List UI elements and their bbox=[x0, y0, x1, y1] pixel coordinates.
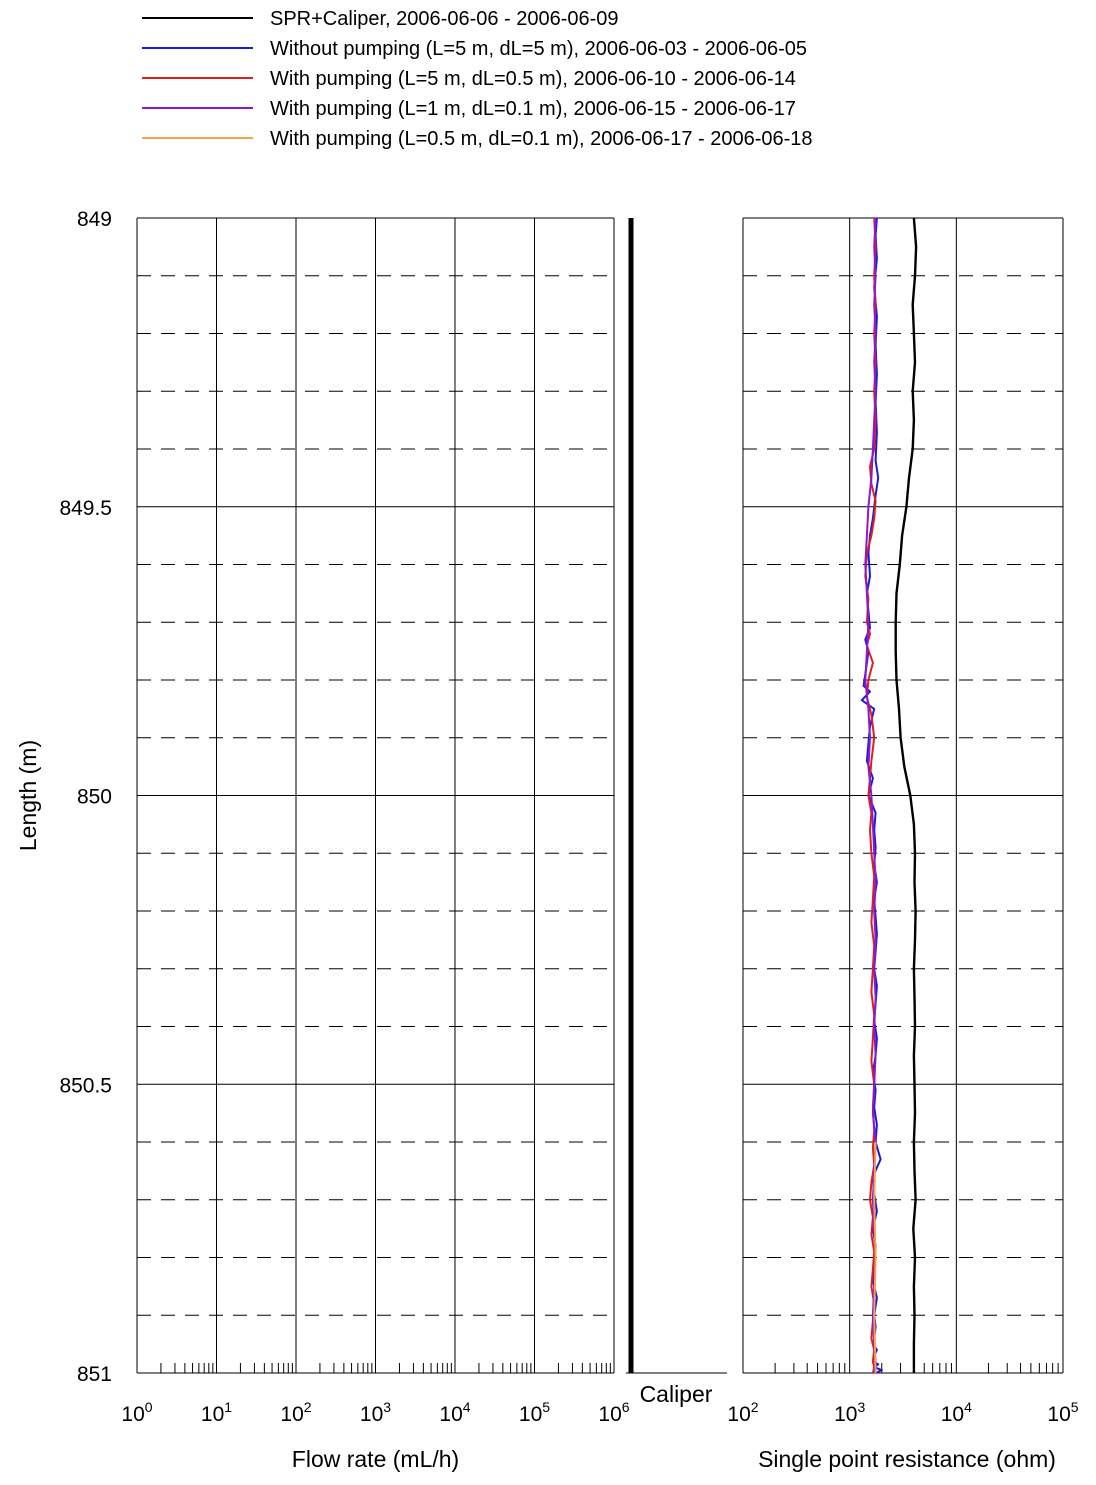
tick-exponent: 5 bbox=[542, 1399, 550, 1415]
y-tick-label: 849 bbox=[77, 208, 112, 231]
flow-x-axis-title: Flow rate (mL/h) bbox=[292, 1446, 459, 1472]
caliper-panel: Caliper bbox=[626, 218, 727, 1407]
tick-exponent: 3 bbox=[857, 1399, 865, 1415]
tick-exponent: 0 bbox=[145, 1399, 153, 1415]
x-tick-label: 103 bbox=[360, 1399, 391, 1426]
tick-exponent: 2 bbox=[751, 1399, 759, 1415]
x-tick-label: 104 bbox=[941, 1399, 972, 1426]
x-tick-label: 101 bbox=[201, 1399, 232, 1426]
spr-x-axis-title: Single point resistance (ohm) bbox=[758, 1446, 1056, 1472]
legend: SPR+Caliper, 2006-06-06 - 2006-06-09 With… bbox=[142, 8, 813, 150]
tick-exponent: 1 bbox=[224, 1399, 232, 1415]
tick-exponent: 6 bbox=[622, 1399, 630, 1415]
legend-label: SPR+Caliper, 2006-06-06 - 2006-06-09 bbox=[270, 8, 619, 30]
y-tick-label: 850 bbox=[77, 786, 112, 809]
tick-base: 10 bbox=[834, 1403, 857, 1426]
x-tick-label: 102 bbox=[727, 1399, 758, 1426]
tick-exponent: 5 bbox=[1071, 1399, 1079, 1415]
y-tick-label: 851 bbox=[77, 1363, 112, 1386]
x-tick-label: 103 bbox=[834, 1399, 865, 1426]
series-line-0 bbox=[894, 217, 918, 1373]
tick-base: 10 bbox=[360, 1403, 383, 1426]
legend-label: Without pumping (L=5 m, dL=5 m), 2006-06… bbox=[270, 38, 807, 60]
x-tick-label: 100 bbox=[121, 1399, 152, 1426]
x-tick-label: 105 bbox=[1047, 1399, 1078, 1426]
tick-exponent: 4 bbox=[463, 1399, 471, 1415]
tick-base: 10 bbox=[201, 1403, 224, 1426]
tick-base: 10 bbox=[598, 1403, 621, 1426]
tick-exponent: 2 bbox=[304, 1399, 312, 1415]
tick-base: 10 bbox=[439, 1403, 462, 1426]
legend-label: With pumping (L=1 m, dL=0.1 m), 2006-06-… bbox=[270, 98, 796, 120]
series-line-3 bbox=[864, 217, 877, 1374]
length-axis: 849 849.5 850 850.5 851 Length (m) bbox=[15, 208, 112, 1386]
series-line-4 bbox=[873, 1141, 877, 1374]
x-tick-label: 104 bbox=[439, 1399, 470, 1426]
y-axis-title: Length (m) bbox=[15, 740, 41, 851]
x-tick-label: 102 bbox=[280, 1399, 311, 1426]
legend-label: With pumping (L=0.5 m, dL=0.1 m), 2006-0… bbox=[270, 128, 813, 150]
tick-base: 10 bbox=[941, 1403, 964, 1426]
tick-exponent: 4 bbox=[964, 1399, 972, 1415]
caliper-label: Caliper bbox=[640, 1381, 713, 1407]
tick-base: 10 bbox=[1047, 1403, 1070, 1426]
x-tick-label: 106 bbox=[598, 1399, 629, 1426]
tick-base: 10 bbox=[519, 1403, 542, 1426]
y-tick-label: 849.5 bbox=[59, 497, 112, 520]
tick-base: 10 bbox=[121, 1403, 144, 1426]
tick-base: 10 bbox=[727, 1403, 750, 1426]
y-tick-label: 850.5 bbox=[59, 1074, 112, 1097]
legend-label: With pumping (L=5 m, dL=0.5 m), 2006-06-… bbox=[270, 68, 796, 90]
x-tick-label: 105 bbox=[519, 1399, 550, 1426]
tick-exponent: 3 bbox=[383, 1399, 391, 1415]
tick-base: 10 bbox=[280, 1403, 303, 1426]
